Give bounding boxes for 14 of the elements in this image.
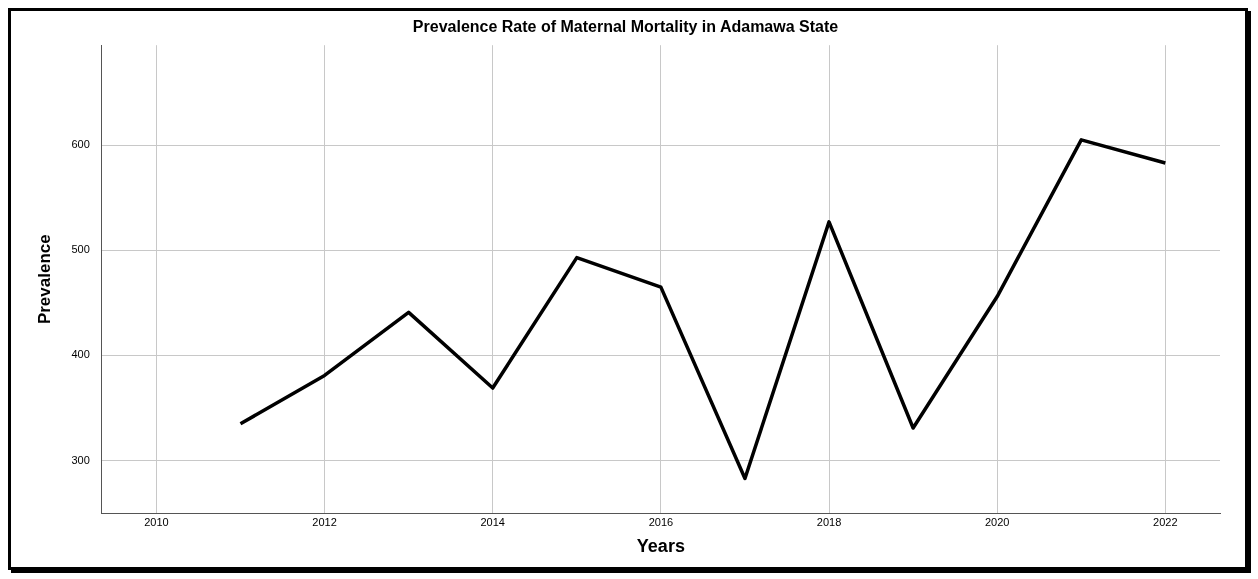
y-tick-label: 600: [71, 138, 90, 151]
y-tick-label: 400: [71, 348, 90, 361]
x-tick-label: 2016: [648, 515, 674, 528]
x-tick-label: 2022: [1153, 515, 1178, 528]
x-tick-label: 2010: [144, 515, 169, 528]
y-tick-label: 500: [71, 243, 90, 256]
x-axis-title: Years: [636, 536, 685, 557]
y-tick-label: 300: [71, 453, 90, 466]
x-tick-label: 2012: [312, 515, 337, 528]
x-tick-label: 2020: [984, 515, 1010, 528]
x-tick-label: 2014: [480, 515, 505, 528]
x-tick-label: 2018: [816, 515, 842, 528]
chart-title: Prevalence Rate of Maternal Mortality in Adamawa State: [412, 18, 839, 36]
y-axis-title: Prevalence: [34, 234, 54, 325]
